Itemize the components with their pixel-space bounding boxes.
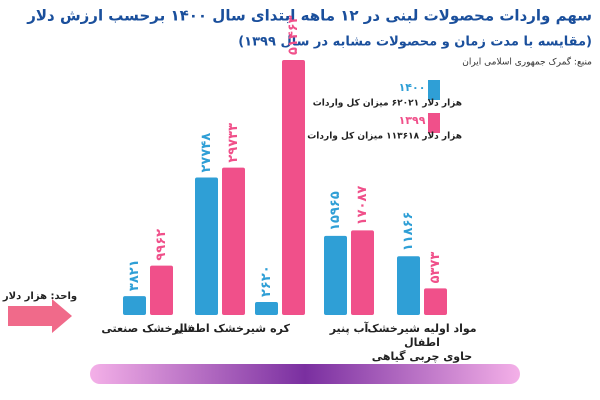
- x-tick-label: کره: [270, 322, 290, 335]
- bar: [123, 296, 146, 315]
- legend-label: ۱۳۹۹: [399, 114, 426, 127]
- x-tick-label: آب پنیر: [329, 322, 369, 335]
- x-tick-label: مواد اولیه شیرخشک اطفال حاوی چربی گیاهی: [367, 322, 477, 363]
- bar: [222, 167, 245, 315]
- legend-swatch: [428, 113, 440, 133]
- arrow-icon: [8, 299, 72, 333]
- value-label: ۲۷۷۴۸: [199, 133, 214, 173]
- source: منبع: گمرک جمهوری اسلامی ایران: [462, 56, 592, 68]
- x-tick-label: شیرخشک اطفال: [173, 322, 267, 335]
- bar: [150, 265, 173, 315]
- chart-subtitle: (مقایسه با مدت زمان و محصولات مشابه در س…: [238, 35, 592, 50]
- value-label: ۹۹۶۲: [154, 229, 169, 261]
- legend-label: ۱۴۰۰: [399, 81, 426, 94]
- chart-title: سهم واردات محصولات لبنی در ۱۲ ماهه ابتدا…: [26, 7, 592, 25]
- value-label: ۵۳۷۳: [428, 252, 443, 284]
- x-tick-label: شیرخشک صنعتی: [101, 322, 195, 335]
- bar: [255, 302, 278, 315]
- decor-band: [90, 364, 520, 384]
- bar: [324, 235, 347, 315]
- unit-label: واحد: هزار دلار: [2, 291, 77, 302]
- value-label: ۵۱۴۶۳: [286, 15, 301, 55]
- legend-note: هزار دلار ۱۱۳۶۱۸ میزان کل واردات: [307, 132, 462, 142]
- bar: [351, 230, 374, 315]
- bar: [282, 60, 305, 315]
- value-label: ۱۱۸۶۶: [401, 212, 416, 252]
- value-label: ۲۹۷۳۳: [226, 123, 241, 163]
- legend-note: هزار دلار ۶۲۰۲۱ میزان کل واردات: [313, 99, 462, 109]
- value-label: ۱۷۰۸۷: [355, 186, 370, 226]
- value-label: ۱۵۹۶۵: [328, 191, 343, 231]
- bar: [397, 256, 420, 315]
- legend-swatch: [428, 80, 440, 100]
- bar: [424, 288, 447, 315]
- value-label: ۳۸۲۱: [127, 259, 142, 291]
- value-label: ۲۶۲۰: [259, 265, 274, 297]
- bar: [195, 177, 218, 315]
